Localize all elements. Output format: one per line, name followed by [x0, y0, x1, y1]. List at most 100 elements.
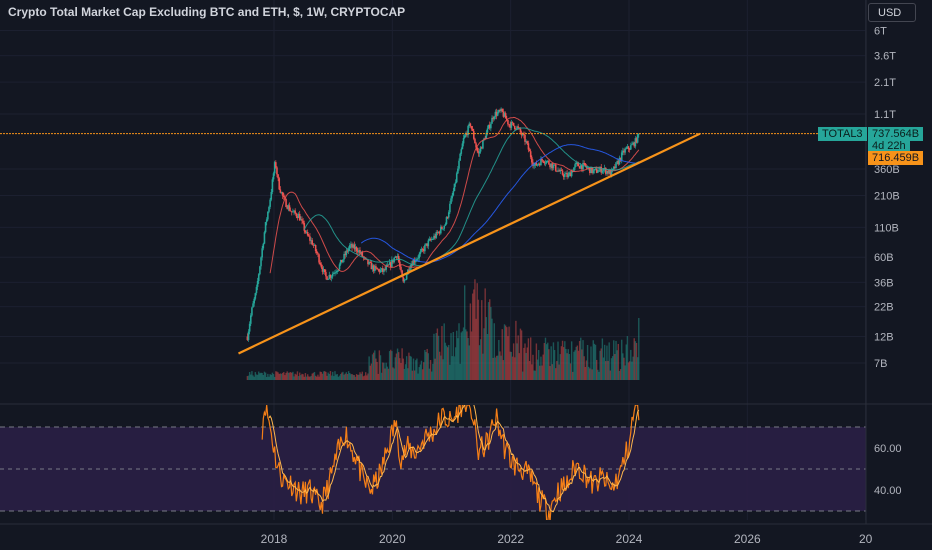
volume-bar: [388, 351, 391, 380]
candle-body: [297, 213, 300, 219]
volume-bar: [303, 376, 305, 380]
volume-bar: [509, 351, 511, 380]
volume-bar: [603, 344, 606, 380]
volume-bar: [449, 364, 451, 380]
last-price-tag: 737.564B: [868, 127, 924, 141]
candle-body: [417, 258, 419, 260]
volume-bar: [271, 372, 274, 380]
candle-body: [496, 112, 499, 116]
candle-body: [540, 158, 542, 166]
candle-body: [545, 160, 548, 163]
candle-body: [601, 170, 604, 173]
volume-bar: [246, 376, 249, 380]
volume-bar: [477, 299, 480, 380]
candle-body: [317, 253, 319, 255]
candle-body: [449, 203, 451, 213]
volume-bar: [560, 346, 563, 380]
volume-bar: [405, 356, 408, 380]
volume-bar: [332, 371, 334, 380]
candle-body: [305, 232, 308, 233]
volume-bar: [349, 373, 351, 380]
candle-body: [508, 124, 510, 126]
price-axis-tick-label: 1.1T: [874, 109, 896, 121]
volume-bar: [514, 357, 516, 380]
volume-bar: [593, 343, 596, 380]
volume-bar: [255, 374, 258, 380]
candle-body: [474, 138, 476, 144]
candle-body: [583, 162, 585, 164]
volume-bar: [617, 343, 620, 380]
volume-bar: [304, 373, 307, 380]
candle-body: [633, 142, 636, 147]
volume-bar: [368, 356, 370, 380]
candle-body: [414, 260, 417, 263]
volume-bar: [263, 371, 266, 380]
volume-bar: [378, 350, 381, 380]
candle-body: [323, 269, 326, 273]
volume-bar: [626, 336, 629, 380]
candle-body: [412, 259, 415, 266]
volume-bar: [276, 371, 278, 380]
volume-bar: [258, 371, 260, 380]
volume-bar: [292, 371, 294, 380]
price-axis-tick-label: 3.6T: [874, 51, 896, 63]
candle-body: [246, 336, 249, 341]
volume-bar: [628, 361, 631, 380]
candle-body: [586, 167, 589, 169]
volume-bar: [418, 367, 420, 380]
volume-bar: [630, 349, 632, 380]
candle-body: [254, 293, 257, 299]
candle-body: [341, 259, 343, 263]
candle-body: [614, 166, 616, 169]
candle-body: [521, 133, 524, 136]
volume-bar: [426, 348, 428, 380]
rsi-axis-tick-label: 40.00: [874, 485, 902, 497]
candle-body: [288, 205, 291, 211]
volume-bar: [567, 349, 569, 380]
candle-body: [389, 262, 392, 267]
candle-body: [574, 164, 576, 168]
volume-bar: [481, 300, 483, 380]
volume-bar: [528, 361, 531, 380]
candle-body: [557, 170, 559, 172]
candle-body: [477, 151, 480, 154]
candle-body: [442, 228, 444, 230]
volume-bar: [365, 372, 367, 380]
candle-body: [281, 192, 284, 196]
volume-bar: [465, 329, 467, 380]
candle-body: [627, 146, 630, 150]
candle-body: [308, 235, 310, 237]
candle-body: [424, 245, 426, 252]
candle-body: [476, 147, 479, 152]
candle-body: [248, 323, 251, 332]
candle-body: [625, 148, 628, 150]
volume-bar: [611, 356, 614, 380]
candle-body: [429, 239, 432, 241]
candle-body: [471, 128, 474, 131]
volume-bar: [382, 362, 384, 380]
candle-body: [350, 244, 352, 246]
candle-body: [549, 164, 551, 168]
candle-body: [467, 125, 469, 136]
candle-body: [462, 137, 465, 144]
candle-body: [636, 134, 639, 143]
candle-body: [469, 123, 472, 127]
volume-bar: [310, 375, 312, 380]
currency-button[interactable]: USD: [868, 3, 916, 22]
volume-bar: [339, 373, 342, 380]
candle-body: [492, 117, 494, 120]
candle-body: [535, 162, 538, 166]
candle-body: [634, 138, 637, 147]
volume-bar: [252, 375, 254, 380]
price-axis-tick-label: 360B: [874, 164, 900, 176]
candle-body: [517, 126, 519, 128]
volume-bar: [531, 364, 533, 380]
candle-body: [275, 162, 277, 168]
volume-bar: [443, 323, 445, 380]
volume-bar: [294, 373, 296, 380]
volume-bar: [520, 330, 523, 380]
candle-body: [533, 165, 535, 167]
candle-body: [504, 113, 507, 119]
volume-bar: [545, 344, 548, 380]
candle-body: [353, 244, 356, 250]
